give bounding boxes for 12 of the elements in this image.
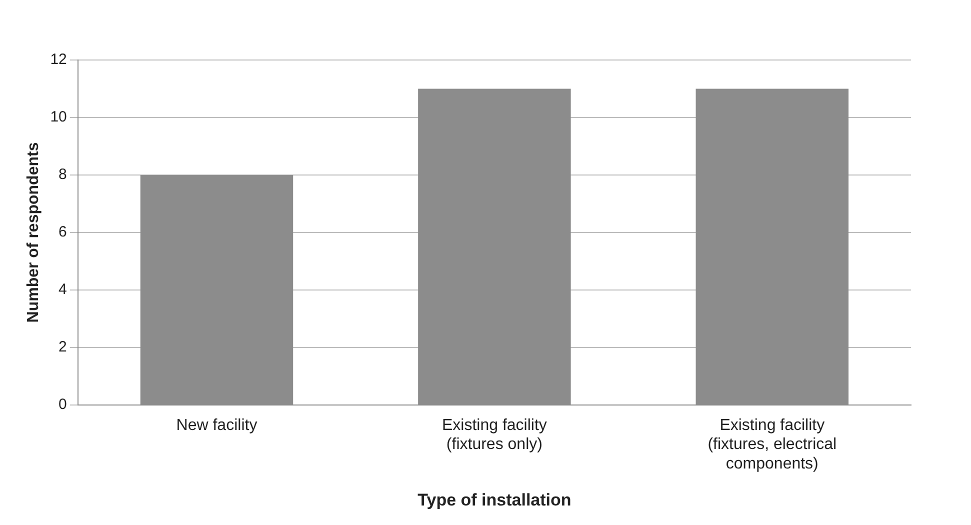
y-tick-label: 10	[50, 108, 67, 126]
y-tick-label: 12	[50, 51, 67, 68]
y-tick-label: 0	[58, 396, 67, 414]
x-tick-label: New facility	[176, 417, 258, 434]
x-tick-label: Existing facility (fixtures, electrical components)	[708, 417, 837, 472]
y-tick-label: 8	[58, 166, 67, 184]
y-tick-label: 6	[58, 224, 67, 241]
y-tick-label: 4	[58, 281, 67, 298]
x-axis-title: Type of installation	[418, 490, 572, 510]
y-axis-title: Number of respondents	[25, 142, 42, 323]
y-tick-label: 2	[58, 338, 67, 356]
x-tick-label: Existing facility (fixtures only)	[442, 417, 547, 454]
